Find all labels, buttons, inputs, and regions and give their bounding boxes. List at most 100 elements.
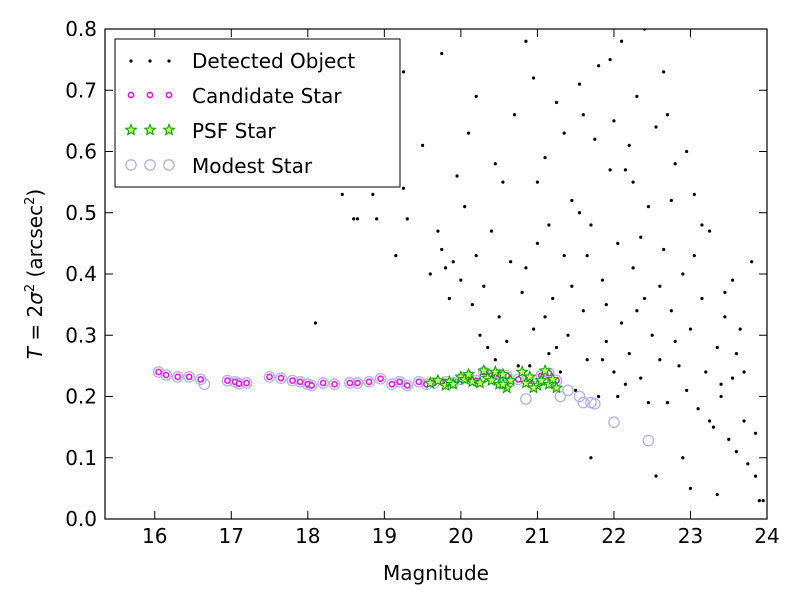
data-point bbox=[688, 486, 693, 490]
legend-label-psf-star: PSF Star bbox=[192, 119, 276, 143]
data-point bbox=[619, 39, 624, 43]
data-point bbox=[639, 235, 643, 239]
x-tick-label: 16 bbox=[142, 524, 167, 548]
data-point bbox=[496, 377, 510, 390]
data-point bbox=[616, 394, 620, 399]
data-point bbox=[685, 149, 689, 154]
data-point bbox=[715, 492, 719, 497]
data-point bbox=[474, 94, 478, 98]
data-point bbox=[275, 372, 287, 384]
data-point bbox=[543, 315, 547, 319]
data-point bbox=[642, 434, 655, 447]
data-point bbox=[597, 64, 601, 68]
data-point bbox=[488, 365, 502, 378]
data-point bbox=[501, 180, 505, 184]
data-point bbox=[665, 401, 670, 405]
data-point bbox=[723, 315, 727, 319]
data-point bbox=[581, 113, 585, 117]
data-point bbox=[328, 378, 341, 391]
data-point bbox=[520, 290, 524, 294]
data-point bbox=[534, 373, 548, 387]
data-point bbox=[519, 376, 533, 389]
data-point bbox=[623, 382, 628, 386]
data-point bbox=[562, 384, 574, 397]
y-tick-label: 0.0 bbox=[65, 507, 97, 531]
data-point bbox=[546, 372, 560, 386]
data-point bbox=[528, 364, 532, 368]
data-point bbox=[296, 378, 304, 386]
legend-box bbox=[114, 38, 401, 188]
data-point bbox=[566, 333, 570, 337]
data-point bbox=[646, 205, 650, 209]
data-point bbox=[593, 137, 597, 141]
data-point bbox=[742, 419, 746, 423]
legend-marker-detected-object bbox=[148, 59, 152, 63]
data-point bbox=[727, 437, 731, 441]
data-point bbox=[554, 390, 567, 403]
data-point bbox=[558, 370, 562, 374]
data-point bbox=[512, 113, 517, 117]
data-point bbox=[363, 375, 375, 388]
data-point bbox=[446, 377, 460, 390]
data-point bbox=[600, 278, 605, 282]
data-point bbox=[484, 373, 499, 387]
data-point bbox=[423, 376, 437, 389]
data-point bbox=[608, 416, 620, 429]
data-point bbox=[477, 363, 491, 377]
data-point bbox=[658, 284, 662, 288]
data-point bbox=[547, 223, 551, 227]
data-point bbox=[263, 371, 276, 383]
data-point bbox=[401, 186, 406, 190]
data-point bbox=[589, 456, 593, 460]
data-point bbox=[266, 373, 273, 381]
y-tick-label: 0.8 bbox=[65, 17, 97, 41]
x-tick-label: 20 bbox=[448, 524, 473, 548]
data-point bbox=[577, 396, 590, 409]
legend-marker-psf-star bbox=[162, 123, 176, 136]
x-tick-label: 19 bbox=[372, 524, 397, 548]
data-point bbox=[719, 394, 723, 399]
data-point bbox=[388, 380, 396, 388]
x-tick-label: 17 bbox=[219, 524, 244, 548]
data-point bbox=[377, 375, 384, 383]
data-point bbox=[415, 378, 423, 386]
y-tick-label: 0.5 bbox=[65, 201, 97, 225]
data-point bbox=[688, 327, 693, 331]
data-point bbox=[673, 339, 677, 343]
data-point bbox=[665, 113, 670, 117]
y-tick-label: 0.2 bbox=[65, 385, 97, 409]
data-point bbox=[662, 70, 666, 74]
data-point bbox=[393, 375, 406, 388]
data-point bbox=[738, 327, 742, 331]
data-point bbox=[524, 266, 528, 270]
x-tick-label: 21 bbox=[525, 524, 550, 548]
data-point bbox=[235, 380, 243, 387]
data-point bbox=[585, 358, 589, 362]
data-point bbox=[708, 229, 712, 233]
data-point bbox=[346, 379, 354, 387]
data-point bbox=[466, 131, 471, 135]
legend-marker-modest-star bbox=[144, 159, 156, 171]
plot-area bbox=[152, 29, 765, 503]
data-point bbox=[497, 315, 501, 319]
data-point bbox=[374, 372, 387, 385]
legend-label-modest-star: Modest Star bbox=[192, 154, 313, 178]
data-point bbox=[757, 499, 761, 503]
data-point bbox=[431, 373, 445, 387]
data-point bbox=[685, 388, 689, 392]
data-point bbox=[463, 205, 467, 209]
data-point bbox=[753, 474, 758, 478]
data-point bbox=[405, 217, 409, 221]
data-point bbox=[547, 352, 551, 356]
data-point bbox=[734, 352, 738, 356]
data-point bbox=[692, 254, 696, 258]
data-point bbox=[531, 327, 536, 331]
data-point bbox=[704, 370, 708, 374]
data-point bbox=[604, 303, 608, 307]
data-point bbox=[708, 419, 712, 423]
legend-marker-detected-object bbox=[167, 59, 171, 63]
series-modest-star bbox=[152, 366, 655, 447]
data-point bbox=[243, 379, 250, 387]
legend-marker-modest-star bbox=[125, 159, 137, 171]
